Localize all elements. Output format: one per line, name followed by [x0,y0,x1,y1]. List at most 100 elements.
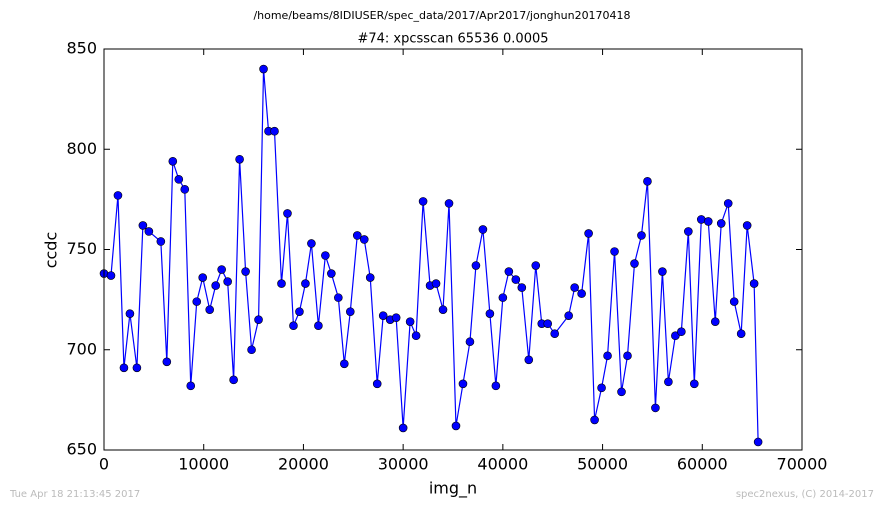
data-point [543,319,553,328]
data-point [113,191,123,200]
x-tick-label: 0 [99,455,109,474]
data-point [458,379,468,389]
data-point [289,321,298,330]
data-point [223,277,232,286]
x-tick-label: 10000 [178,455,229,474]
data-point [664,377,673,387]
data-point [378,311,388,320]
footer-left: Tue Apr 18 21:13:45 2017 [9,489,140,500]
data-point [550,329,560,339]
data-point [671,331,680,341]
data-point [138,221,148,230]
data-point [742,221,752,230]
suptitle: /home/beams/8IDIUSER/spec_data/2017/Apr2… [253,9,630,22]
y-tick-label: 800 [66,139,97,158]
data-point [418,197,428,206]
data-point [517,283,527,292]
data-point [577,289,586,298]
data-point [491,381,501,391]
data-point [254,315,263,324]
data-point [411,331,421,341]
data-point [192,297,202,306]
x-axis-label: img_n [429,479,477,499]
data-point [162,357,172,367]
data-point [597,383,606,393]
data-point [630,259,639,268]
data-point [205,305,214,314]
y-tick-label: 650 [66,440,97,459]
data-point [365,273,375,282]
data-point [174,175,184,184]
x-tick-label: 60000 [677,455,728,474]
y-tick-label: 850 [66,39,97,58]
x-tick-label: 30000 [378,455,429,474]
data-point [603,351,612,361]
data-point [405,317,415,326]
data-point [119,363,129,373]
data-point [259,64,268,74]
data-point [690,379,699,389]
data-point [749,279,759,288]
data-point [144,227,154,236]
data-point [511,275,521,284]
data-point [504,267,514,276]
data-point [277,279,286,288]
x-tick-label: 20000 [278,455,329,474]
data-point [438,305,448,314]
data-point [283,209,292,218]
data-point [327,269,336,278]
data-point [156,237,166,246]
data-point [444,199,454,208]
data-point [229,375,238,385]
data-point [295,307,304,316]
y-tick-label: 700 [66,339,97,358]
data-point [710,317,720,326]
data-point [321,251,330,260]
data-point [340,359,349,369]
x-tick-label: 70000 [777,455,828,474]
data-point [270,126,279,136]
data-point [703,217,713,226]
data-point [391,313,401,322]
data-point [736,329,746,339]
data-point [168,156,178,166]
data-point [623,351,632,361]
data-point [180,185,190,194]
data-point [684,227,693,236]
data-point [729,297,739,306]
data-point [524,355,534,365]
data-point [485,309,495,318]
data-point [610,247,619,256]
data-point [186,381,196,391]
data-point [651,403,660,413]
data-point [658,267,667,276]
data-point [125,309,135,318]
data-point [345,307,355,316]
data-point [716,219,726,228]
data-point [247,345,256,355]
y-axis-label: ccdc [42,232,61,269]
data-point [301,279,310,288]
plot-frame [103,48,803,451]
footer-right: spec2nexus, (C) 2014-2017 [736,489,874,500]
data-point [570,283,579,292]
data-point [478,225,488,234]
data-point [753,437,763,447]
data-point [132,363,142,373]
data-point [352,231,362,240]
data-point [211,281,220,290]
data-point [241,267,250,276]
y-tick-label: 750 [66,239,97,258]
data-point [677,327,686,337]
data-point [471,261,481,270]
data-point [617,387,626,397]
data-point [465,337,475,347]
data-point [359,235,369,244]
data-point [498,293,508,302]
data-point [307,239,316,248]
data-point [198,273,208,282]
data-point [106,271,116,280]
chart-title: #74: xpcsscan 65536 0.0005 [357,32,548,47]
data-point [584,229,593,238]
